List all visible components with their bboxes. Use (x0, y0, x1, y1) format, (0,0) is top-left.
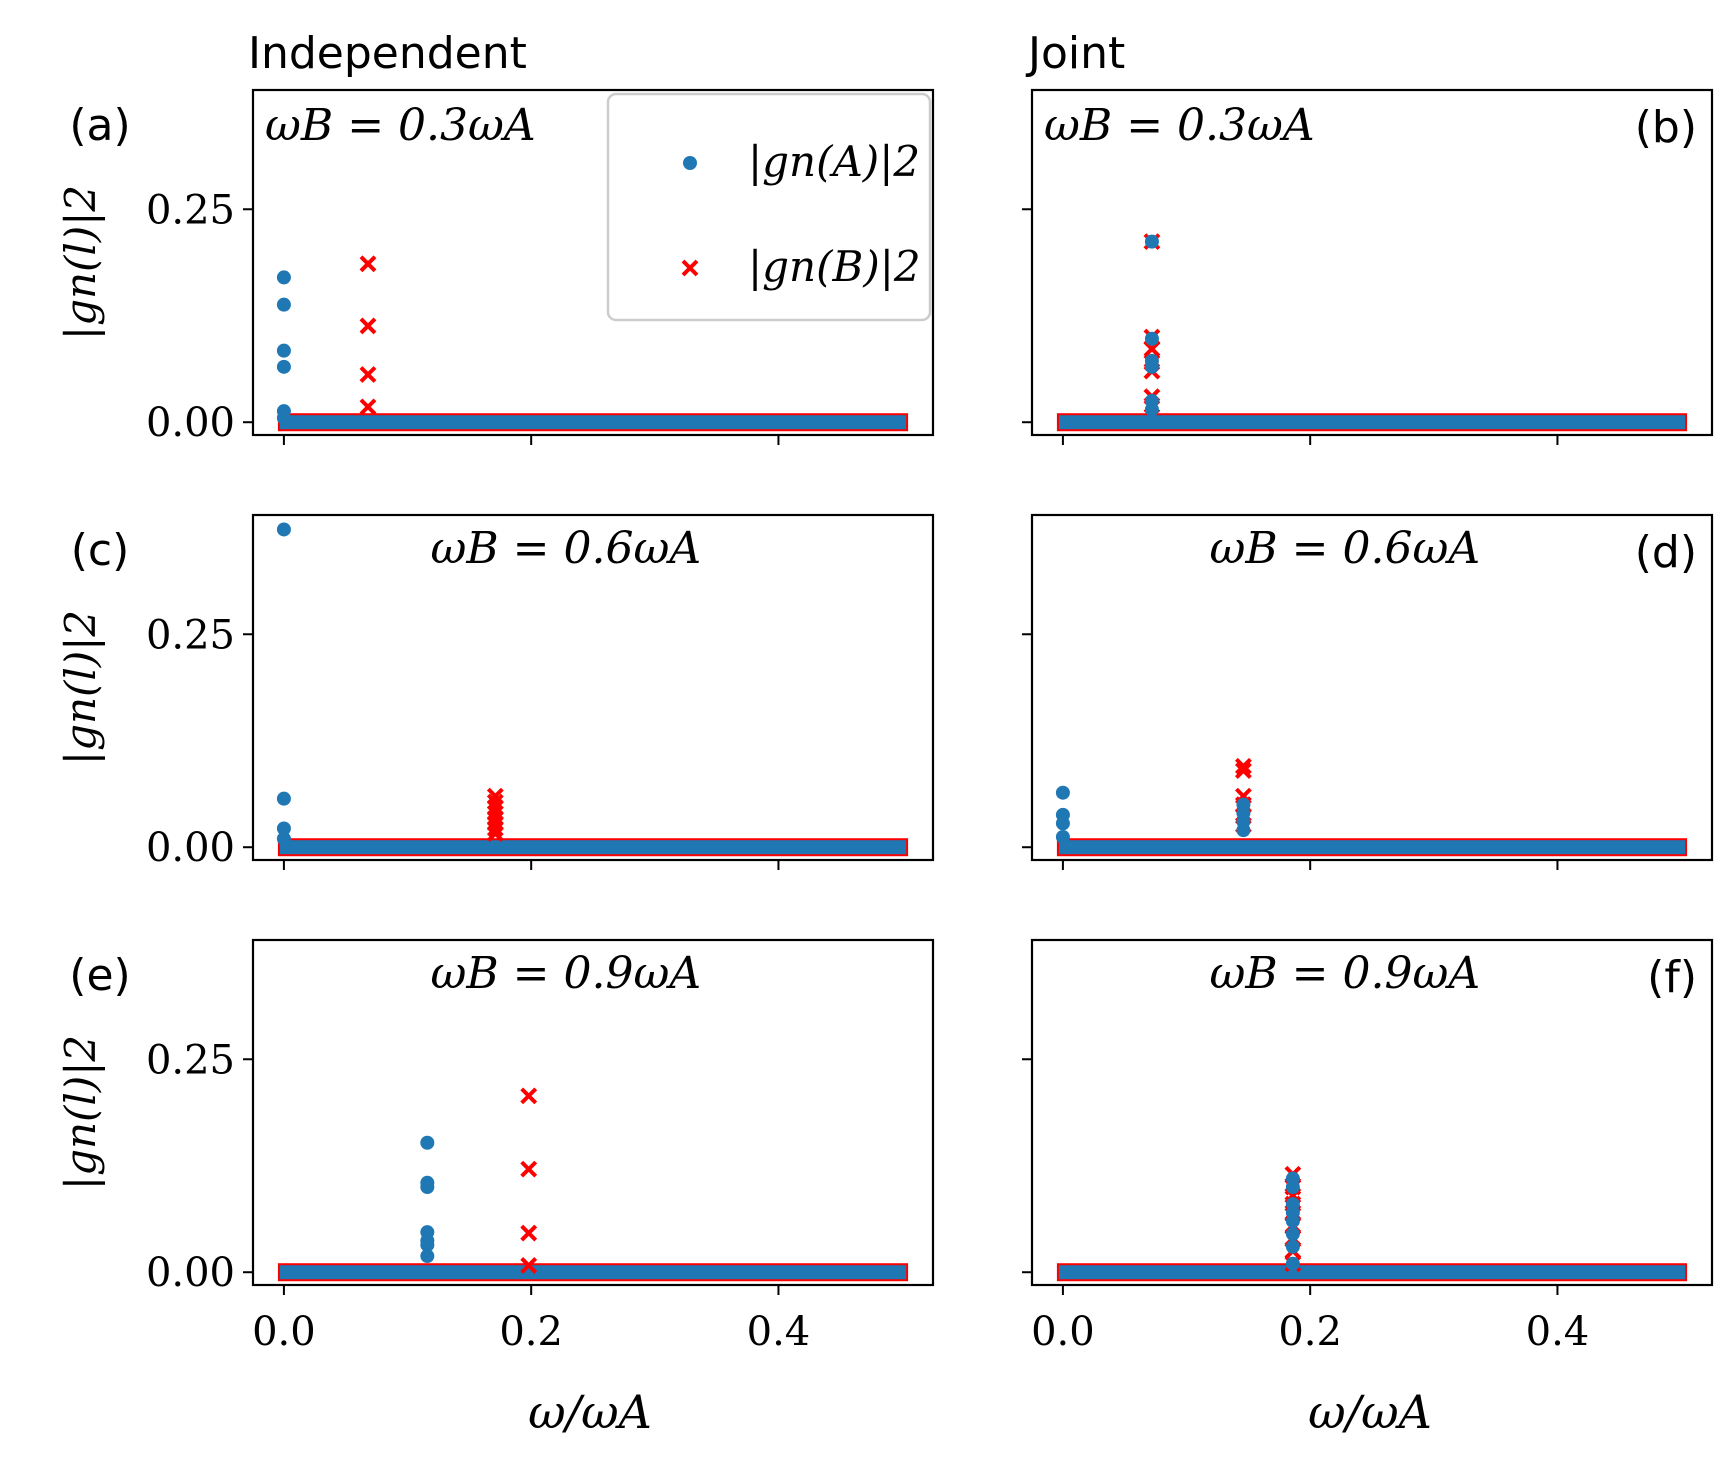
data-point-a (1285, 1226, 1300, 1241)
panel-e: 0.00 0.25 0.0 0.2 0.4 |gn(l)|2 (e) ωB = 0.9ωA (56, 938, 935, 1355)
panel-f: 0.0 0.2 0.4 (f) ωB = 0.9ωA (1022, 938, 1714, 1355)
x-axis-label-right: ω/ωA (1308, 1385, 1432, 1439)
data-point-b (359, 317, 377, 335)
plot-frame (1030, 938, 1714, 1287)
data-point-b (520, 1087, 538, 1105)
column-title-independent: Independent (248, 28, 527, 79)
omega-annotation: ωB = 0.6ωA (1209, 523, 1480, 574)
baseline-band-a (1058, 840, 1686, 855)
data-point-a (1144, 402, 1159, 417)
omega-annotation: ωB = 0.9ωA (430, 948, 701, 999)
data-point-a (1236, 823, 1251, 838)
y-tick-label: 0.25 (146, 612, 235, 658)
data-point-a (276, 410, 291, 425)
data-point-a (420, 1249, 435, 1264)
baseline-band-a (279, 415, 907, 430)
y-tick-label: 0.25 (146, 187, 235, 233)
data-point-b (520, 1224, 538, 1242)
panel-d: (d) ωB = 0.6ωA (1022, 513, 1714, 870)
baseline-band-a (1058, 415, 1686, 430)
data-point-a (276, 297, 291, 312)
y-tick-label: 0.00 (146, 1250, 235, 1296)
data-point-a (276, 270, 291, 285)
data-point-a (276, 359, 291, 374)
y-axis-label: |gn(l)|2 (56, 1035, 105, 1190)
data-point-b (1235, 757, 1252, 775)
baseline-band-a (279, 1265, 907, 1280)
x-tick-label: 0.2 (1278, 1309, 1342, 1355)
data-point-a (276, 343, 291, 358)
data-point-a (1055, 830, 1070, 844)
data-point-a (1285, 1256, 1300, 1271)
panel-label: (c) (71, 525, 130, 576)
x-tick-label: 0.0 (1031, 1309, 1095, 1355)
panel-label: (a) (69, 100, 130, 151)
y-tick-label: 0.00 (146, 825, 235, 871)
legend-marker-a (683, 156, 697, 170)
data-point-b (486, 820, 504, 837)
legend-label-a: |gn(A)|2 (748, 137, 920, 186)
x-tick-label: 0.4 (747, 1309, 811, 1355)
data-point-b (520, 1256, 538, 1274)
plot-frame (251, 513, 935, 862)
data-point-a (1144, 234, 1159, 249)
panel-b: (b) ωB = 0.3ωA (1022, 88, 1714, 445)
panel-label: (f) (1647, 952, 1697, 1003)
data-point-b (359, 366, 377, 383)
data-point-a (1144, 331, 1159, 346)
y-tick-label: 0.00 (146, 400, 235, 446)
data-point-b (359, 255, 377, 273)
legend: |gn(A)|2 |gn(B)|2 (606, 92, 932, 322)
x-tick-label: 0.2 (499, 1309, 563, 1355)
data-point-a (1285, 1180, 1300, 1195)
panel-label: (b) (1635, 102, 1697, 153)
data-point-a (1055, 785, 1070, 800)
baseline-band-a (279, 840, 907, 855)
data-point-b (486, 825, 504, 843)
data-point-a (1285, 1214, 1300, 1229)
y-axis-label: |gn(l)|2 (56, 610, 105, 765)
data-point-b (359, 398, 377, 416)
panel-label: (e) (69, 950, 130, 1001)
data-point-a (276, 831, 291, 846)
legend-marker-b (681, 259, 699, 277)
data-point-a (1144, 359, 1159, 374)
panel-label: (d) (1635, 527, 1697, 578)
data-point-a (276, 522, 291, 537)
plot-frame (251, 938, 935, 1287)
y-axis-label: |gn(l)|2 (56, 185, 105, 340)
x-tick-label: 0.4 (1526, 1309, 1590, 1355)
data-point-b (1143, 340, 1161, 358)
data-point-a (420, 1180, 435, 1195)
data-point-b (1235, 762, 1252, 779)
data-point-b (520, 1160, 538, 1178)
omega-annotation: ωB = 0.9ωA (1209, 948, 1480, 999)
column-title-joint: Joint (1025, 28, 1125, 79)
omega-annotation: ωB = 0.3ωA (1044, 100, 1315, 151)
baseline-band-a (1058, 1265, 1686, 1280)
data-point-a (420, 1135, 435, 1150)
data-point-a (1285, 1239, 1300, 1254)
plot-frame (1030, 513, 1714, 862)
data-point-a (276, 791, 291, 806)
legend-box (606, 92, 932, 322)
data-point-a (1055, 816, 1070, 831)
omega-annotation: ωB = 0.6ωA (430, 523, 701, 574)
legend-label-b: |gn(B)|2 (748, 242, 921, 291)
data-point-a (420, 1237, 435, 1252)
panel-c: 0.00 0.25 |gn(l)|2 (c) ωB = 0.6ωA (56, 513, 935, 871)
y-tick-label: 0.25 (146, 1037, 235, 1083)
x-tick-label: 0.0 (252, 1309, 316, 1355)
omega-annotation: ωB = 0.3ωA (265, 100, 536, 151)
x-axis-label-left: ω/ωA (528, 1385, 652, 1439)
data-point-a (276, 821, 291, 836)
